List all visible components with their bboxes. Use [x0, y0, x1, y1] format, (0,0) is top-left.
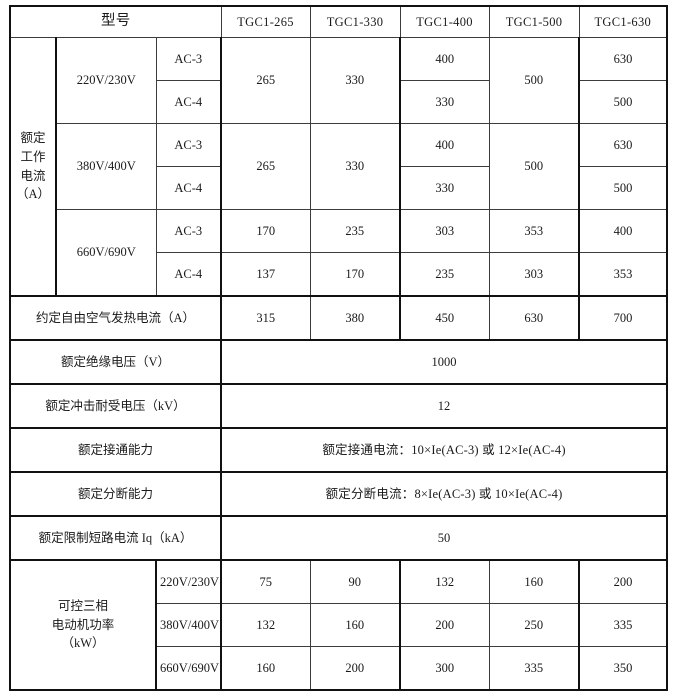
table-row: 额定接通能力 额定接通电流：10×Ie(AC-3) 或 12×Ie(AC-4)	[9, 427, 668, 473]
table-row: 额定限制短路电流 Iq（kA） 50	[9, 515, 668, 561]
cell-thermal-500: 630	[488, 295, 581, 341]
cell-current-265-220v: 265	[220, 37, 311, 124]
cell-motor-330-380v: 160	[309, 603, 402, 647]
cell-motor-265-220v: 75	[220, 559, 311, 604]
cell-motor-630-220v: 200	[578, 559, 668, 604]
cell-current-265-380v: 265	[220, 123, 311, 210]
breaking-capacity-label: 额定分断能力	[9, 471, 223, 517]
cell-motor-265-660v: 160	[220, 646, 311, 691]
cell-current-330-660v-ac4: 170	[309, 252, 402, 297]
cell-current-630-660v-ac4: 353	[578, 252, 668, 297]
table-row: AC-4 137 170 235 303 353	[10, 252, 668, 297]
header-model-tgc1-630: TGC1-630	[578, 5, 668, 38]
cell-current-400-380v-ac3: 400	[399, 123, 490, 167]
making-capacity-label: 额定接通能力	[9, 427, 223, 473]
motor-voltage-label-380v: 380V/400V	[155, 603, 223, 647]
cell-motor-500-220v: 160	[488, 559, 581, 604]
table-row: AC-4 330 500	[10, 80, 668, 124]
table-row: 额定冲击耐受电压（kV） 12	[9, 383, 668, 429]
cell-thermal-400: 450	[399, 295, 490, 341]
cell-current-500-660v-ac4: 303	[488, 252, 581, 297]
cell-motor-265-380v: 132	[220, 603, 311, 647]
table-row: 额定绝缘电压（V） 1000	[9, 339, 668, 385]
motor-voltage-label-660v: 660V/690V	[155, 646, 223, 691]
voltage-label-660v: 660V/690V	[55, 209, 157, 297]
cell-current-400-220v-ac4: 330	[399, 80, 490, 124]
motor-power-group-label: 可控三相 电动机功率 （kW）	[9, 559, 157, 691]
cell-motor-330-220v: 90	[309, 559, 402, 604]
ac-mode-label: AC-3	[155, 123, 223, 167]
ac-mode-label: AC-4	[155, 166, 223, 210]
cell-current-500-220v: 500	[488, 37, 581, 124]
cell-current-330-220v: 330	[309, 37, 402, 124]
ac-mode-label: AC-3	[155, 209, 223, 253]
impulse-voltage-label: 额定冲击耐受电压（kV）	[9, 383, 223, 429]
cell-motor-500-660v: 335	[488, 646, 581, 691]
product-spec-table: 型号 TGC1-265 TGC1-330 TGC1-400 TGC1-500 T…	[9, 5, 669, 691]
cell-motor-400-220v: 132	[399, 559, 490, 604]
ac-mode-label: AC-4	[155, 80, 223, 124]
cell-current-630-220v-ac3: 630	[578, 37, 668, 81]
cell-current-330-660v-ac3: 235	[309, 209, 402, 253]
cell-current-400-660v-ac4: 235	[399, 252, 490, 297]
table-row: 可控三相 电动机功率 （kW） 220V/230V 75 90 132 160 …	[9, 559, 668, 691]
cell-current-630-380v-ac4: 500	[578, 166, 668, 210]
table-row: 660V/690V AC-3 170 235 303 353 400	[10, 209, 668, 297]
header-model-tgc1-400: TGC1-400	[399, 5, 490, 38]
ac-mode-label: AC-3	[155, 37, 223, 81]
cell-short-circuit-current-value: 50	[220, 515, 668, 561]
header-model-label: 型号	[9, 5, 222, 38]
cell-current-400-220v-ac3: 400	[399, 37, 490, 81]
cell-motor-630-660v: 350	[578, 646, 668, 691]
table-header-row: 型号 TGC1-265 TGC1-330 TGC1-400 TGC1-500 T…	[9, 5, 668, 38]
cell-current-330-380v: 330	[309, 123, 402, 210]
thermal-current-label: 约定自由空气发热电流（A）	[9, 295, 223, 341]
cell-motor-330-660v: 200	[309, 646, 402, 691]
ac-mode-label: AC-4	[155, 252, 223, 297]
cell-current-265-660v-ac3: 170	[220, 209, 311, 253]
header-model-tgc1-265: TGC1-265	[220, 5, 311, 38]
cell-current-400-380v-ac4: 330	[399, 166, 490, 210]
table-row: 380V/400V AC-3 265 330 400 500 630	[10, 123, 668, 210]
cell-thermal-330: 380	[309, 295, 402, 341]
rated-current-group-label: 额定 工作 电流 （A）	[9, 37, 57, 297]
cell-current-265-660v-ac4: 137	[220, 252, 311, 297]
header-model-tgc1-500: TGC1-500	[488, 5, 580, 38]
cell-current-630-380v-ac3: 630	[578, 123, 668, 167]
cell-current-630-220v-ac4: 500	[578, 80, 668, 124]
table-row: 额定 工作 电流 （A） 220V/230V AC-3 265 330 400 …	[9, 37, 668, 297]
cell-thermal-265: 315	[220, 295, 311, 341]
insulation-voltage-label: 额定绝缘电压（V）	[9, 339, 223, 385]
table-row: 额定分断能力 额定分断电流：8×Ie(AC-3) 或 10×Ie(AC-4)	[9, 471, 668, 517]
cell-current-400-660v-ac3: 303	[399, 209, 490, 253]
voltage-label-380v: 380V/400V	[55, 123, 157, 210]
cell-thermal-630: 700	[578, 295, 668, 341]
table-row: 约定自由空气发热电流（A） 315 380 450 630 700	[9, 295, 668, 341]
short-circuit-current-label: 额定限制短路电流 Iq（kA）	[9, 515, 223, 561]
voltage-label-220v: 220V/230V	[55, 37, 157, 124]
motor-voltage-label-220v: 220V/230V	[155, 559, 223, 604]
header-model-tgc1-330: TGC1-330	[309, 5, 401, 38]
cell-motor-630-380v: 335	[578, 603, 668, 647]
cell-current-500-380v: 500	[488, 123, 581, 210]
cell-current-500-660v-ac3: 353	[488, 209, 581, 253]
cell-motor-400-660v: 300	[399, 646, 490, 691]
table-row: AC-4 330 500	[10, 166, 668, 210]
spec-table-page: 型号 TGC1-265 TGC1-330 TGC1-400 TGC1-500 T…	[9, 5, 669, 691]
cell-making-capacity-value: 额定接通电流：10×Ie(AC-3) 或 12×Ie(AC-4)	[220, 427, 668, 473]
cell-breaking-capacity-value: 额定分断电流：8×Ie(AC-3) 或 10×Ie(AC-4)	[220, 471, 668, 517]
cell-impulse-voltage-value: 12	[220, 383, 668, 429]
cell-current-630-660v-ac3: 400	[578, 209, 668, 253]
cell-motor-500-380v: 250	[488, 603, 581, 647]
cell-insulation-voltage-value: 1000	[220, 339, 668, 385]
cell-motor-400-380v: 200	[399, 603, 490, 647]
